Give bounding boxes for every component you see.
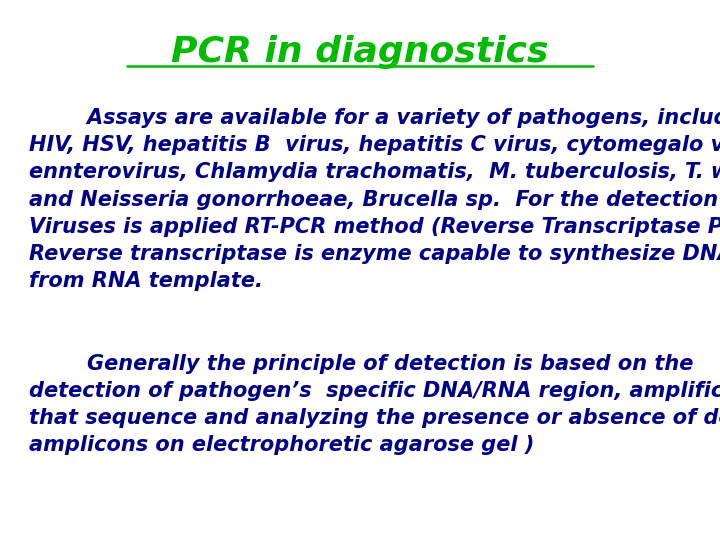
Text: Assays are available for a variety of pathogens, including
HIV, HSV, hepatitis B: Assays are available for a variety of pa…: [29, 108, 720, 291]
Text: Generally the principle of detection is based on the
detection of pathogen’s  sp: Generally the principle of detection is …: [29, 354, 720, 455]
Text: PCR in diagnostics: PCR in diagnostics: [171, 35, 549, 69]
